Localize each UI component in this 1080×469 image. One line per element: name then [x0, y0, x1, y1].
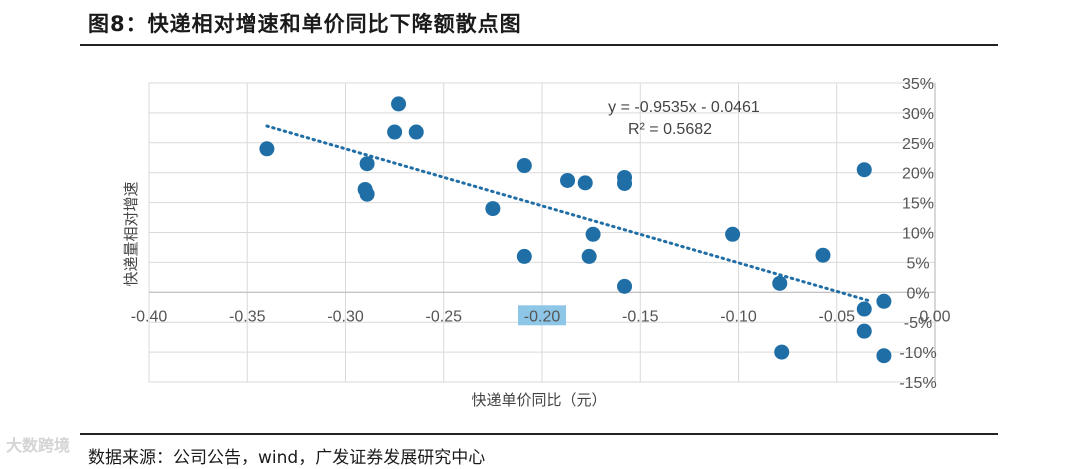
watermark: 大数跨境: [6, 436, 71, 455]
data-point: [581, 248, 597, 264]
x-tick-label: -0.05: [819, 308, 856, 325]
data-point: [560, 172, 576, 188]
figure-title: 图8：快递相对增速和单价同比下降额散点图: [88, 12, 522, 36]
data-point: [725, 226, 741, 242]
trendline: [265, 124, 872, 303]
x-tick-label: -0.10: [720, 308, 757, 325]
data-point: [617, 278, 633, 294]
y-tick-label: 20%: [902, 166, 934, 183]
y-axis-ticks: 35% 30% 25% 20% 15% 10% 5% 0% -5% -10% -15%: [899, 76, 936, 392]
data-point: [516, 158, 532, 174]
data-point: [876, 293, 892, 309]
x-tick-highlight: [518, 305, 566, 326]
data-point: [259, 141, 275, 157]
title-rule: [80, 44, 998, 46]
data-point: [387, 124, 403, 140]
x-tick-label: -0.40: [131, 308, 168, 325]
y-tick-label: 10%: [902, 226, 934, 243]
data-points: [259, 96, 892, 364]
x-tick-label: -0.15: [622, 308, 659, 325]
trend-equation: y = -0.9535x - 0.0461: [608, 99, 760, 116]
data-point: [774, 344, 790, 360]
gridlines: [148, 82, 936, 383]
data-point: [617, 175, 633, 191]
data-point: [585, 226, 601, 242]
data-point: [772, 275, 788, 291]
y-tick-label: -10%: [899, 345, 936, 362]
data-point: [391, 96, 407, 112]
data-source: 数据来源：公司公告，wind，广发证券发展研究中心: [88, 448, 486, 468]
x-tick-label: 0.00: [919, 308, 950, 325]
x-axis-ticks: -0.40 -0.35 -0.30 -0.25 -0.20 -0.15 -0.10 -0.05…: [131, 305, 951, 326]
y-axis-title: 快递量相对增速: [122, 181, 140, 286]
x-tick-label: -0.35: [229, 308, 266, 325]
data-point: [516, 248, 532, 264]
data-point: [876, 348, 892, 364]
trend-r-squared: R² = 0.5682: [628, 121, 712, 138]
trendline-group: [265, 124, 872, 303]
data-point: [856, 162, 872, 178]
y-tick-label: 0%: [906, 285, 929, 302]
data-point: [856, 323, 872, 339]
data-point: [856, 301, 872, 317]
x-tick-label: -0.20: [524, 308, 561, 325]
y-tick-label: 15%: [902, 196, 934, 213]
y-tick-label: 5%: [906, 255, 929, 272]
y-tick-label: 30%: [902, 106, 934, 123]
data-point: [359, 156, 375, 172]
x-tick-label: -0.25: [426, 308, 463, 325]
y-tick-label: -5%: [904, 315, 932, 332]
y-tick-label: -15%: [899, 375, 936, 392]
data-point: [815, 247, 831, 263]
x-tick-label: -0.30: [327, 308, 364, 325]
x-axis-title: 快递单价同比（元）: [471, 391, 606, 409]
source-rule: [80, 433, 998, 435]
y-tick-label: 35%: [902, 76, 934, 93]
data-point: [408, 124, 424, 140]
data-point: [359, 186, 375, 202]
data-point: [485, 201, 501, 217]
y-tick-label: 25%: [902, 136, 934, 153]
data-point: [577, 175, 593, 191]
